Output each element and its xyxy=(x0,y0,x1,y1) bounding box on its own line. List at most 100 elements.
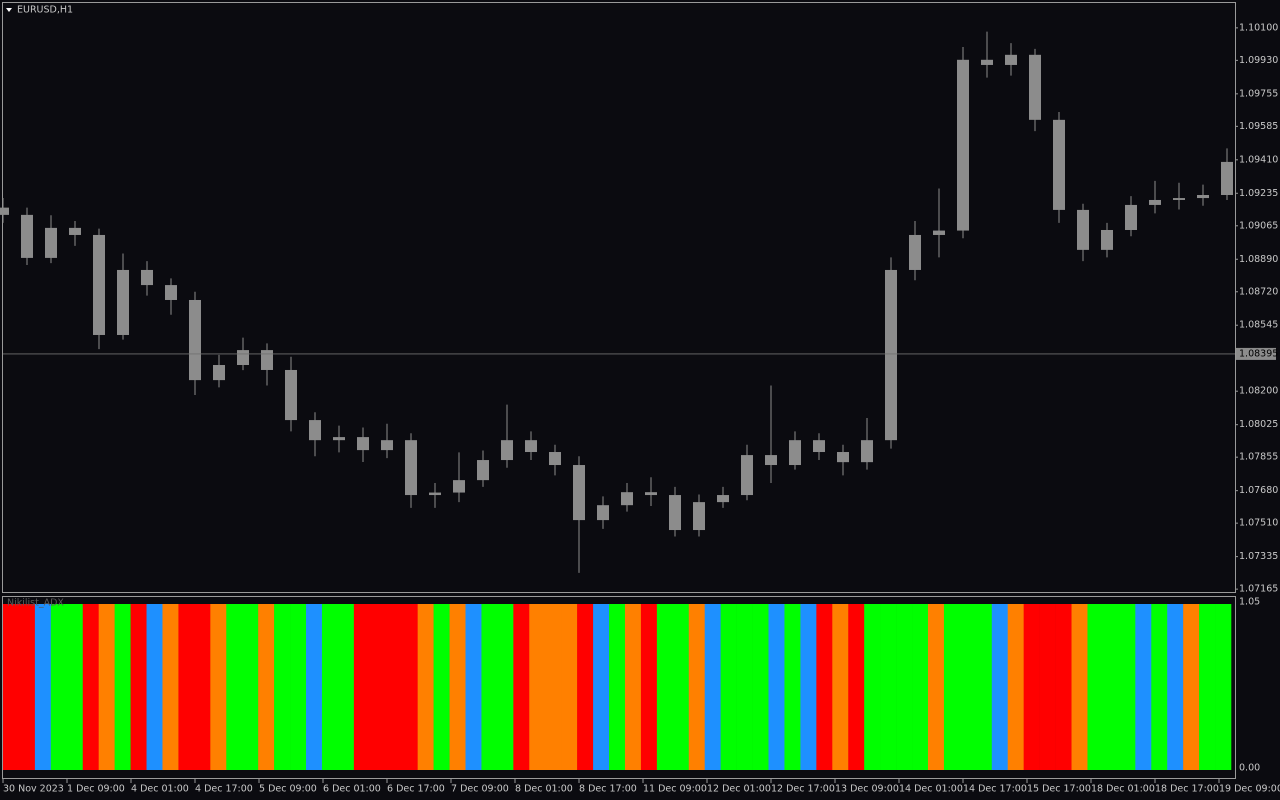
indicator-bar xyxy=(321,604,339,770)
indicator-bar xyxy=(816,604,833,770)
candle-body xyxy=(741,455,753,496)
indicator-bar xyxy=(401,604,418,770)
indicator-bar xyxy=(18,604,36,770)
indicator-bar xyxy=(417,604,434,770)
indicator-bar xyxy=(497,604,514,770)
indicator-bar xyxy=(800,604,817,770)
indicator-bar xyxy=(130,604,147,770)
candle-body xyxy=(141,269,153,286)
indicator-y-tick-label: 0.00 xyxy=(1239,763,1260,774)
candle-body xyxy=(21,214,33,258)
candle-body xyxy=(1221,161,1233,195)
indicator-bar xyxy=(449,604,466,770)
indicator-bar xyxy=(34,604,52,770)
indicator-bar xyxy=(1055,604,1072,770)
current-price-box xyxy=(1236,347,1276,360)
indicator-bar xyxy=(688,604,706,770)
indicator-bar xyxy=(1119,604,1136,770)
candle-body xyxy=(45,227,57,258)
y-tick-label: 1.07510 xyxy=(1239,518,1278,529)
candle-body xyxy=(909,234,921,270)
indicator-bar xyxy=(624,604,642,770)
indicator-bar xyxy=(226,604,243,770)
y-tick-label: 1.10100 xyxy=(1239,22,1278,33)
candle-body xyxy=(1029,54,1041,120)
candle-body xyxy=(645,492,657,496)
x-tick-label: 4 Dec 01:00 xyxy=(131,784,189,795)
candle-body xyxy=(597,505,609,521)
indicator-bar xyxy=(1039,604,1056,770)
indicator-bar xyxy=(465,604,482,770)
indicator-bar xyxy=(1215,604,1232,770)
y-tick-label: 1.08545 xyxy=(1239,320,1278,331)
indicator-bar xyxy=(975,604,993,770)
x-tick-label: 18 Dec 17:00 xyxy=(1155,784,1219,795)
candle-body xyxy=(453,480,465,493)
symbol-menu-arrow[interactable] xyxy=(6,8,12,12)
indicator-bar xyxy=(1087,604,1104,770)
indicator-bar xyxy=(832,604,849,770)
indicator-bar xyxy=(768,604,785,770)
indicator-bar xyxy=(162,604,179,770)
candle-body xyxy=(693,502,705,531)
candle-body xyxy=(1197,194,1209,199)
x-tick-label: 14 Dec 17:00 xyxy=(963,784,1027,795)
indicator-bar xyxy=(385,604,403,770)
candle-body xyxy=(981,59,993,65)
indicator-bar xyxy=(1103,604,1120,770)
candle-body xyxy=(669,495,681,531)
candle-body xyxy=(93,234,105,335)
current-price-label: 1.08395 xyxy=(1239,348,1278,359)
x-tick-label: 19 Dec 09:00 xyxy=(1219,784,1280,795)
indicator-bar xyxy=(306,604,323,770)
indicator-bar xyxy=(784,604,801,770)
indicator-bar xyxy=(353,604,371,770)
indicator-bar xyxy=(1167,604,1184,770)
y-tick-label: 1.09585 xyxy=(1239,121,1278,132)
indicator-bar xyxy=(258,604,275,770)
indicator-bar xyxy=(178,604,195,770)
y-tick-label: 1.09930 xyxy=(1239,55,1278,66)
indicator-bar xyxy=(577,604,594,770)
y-tick-label: 1.07855 xyxy=(1239,452,1278,463)
candle-body xyxy=(501,440,513,461)
candle-body xyxy=(285,369,297,421)
main-pane-frame xyxy=(2,2,1236,593)
candle-body xyxy=(1101,229,1113,250)
y-tick-label: 1.07680 xyxy=(1239,485,1278,496)
indicator-bar xyxy=(991,604,1009,770)
candle-body xyxy=(573,465,585,521)
candle-body xyxy=(1005,54,1017,65)
x-tick-label: 12 Dec 01:00 xyxy=(707,784,771,795)
x-tick-label: 18 Dec 01:00 xyxy=(1091,784,1155,795)
indicator-bar xyxy=(704,604,721,770)
indicator-bar xyxy=(82,604,99,770)
x-tick-label: 14 Dec 01:00 xyxy=(899,784,963,795)
indicator-bar xyxy=(114,604,131,770)
y-tick-label: 1.08025 xyxy=(1239,419,1278,430)
indicator-bar xyxy=(433,604,450,770)
candle-body xyxy=(117,269,129,335)
indicator-bar xyxy=(561,604,578,770)
indicator-bar xyxy=(1023,604,1040,770)
candle-body xyxy=(333,437,345,441)
candle-body xyxy=(357,437,369,451)
indicator-bar xyxy=(880,604,897,770)
y-tick-label: 1.08200 xyxy=(1239,386,1278,397)
indicator-bar xyxy=(656,604,674,770)
x-tick-label: 12 Dec 17:00 xyxy=(771,784,835,795)
y-tick-label: 1.08720 xyxy=(1239,286,1278,297)
y-tick-label: 1.09410 xyxy=(1239,154,1278,165)
indicator-bar xyxy=(210,604,227,770)
candle-body xyxy=(237,350,249,366)
x-tick-label: 6 Dec 01:00 xyxy=(323,784,381,795)
x-tick-label: 11 Dec 09:00 xyxy=(643,784,707,795)
candle-body xyxy=(621,492,633,506)
indicator-bar xyxy=(50,604,68,770)
indicator-bar xyxy=(1199,604,1216,770)
indicator-bar xyxy=(959,604,977,770)
x-tick-label: 4 Dec 17:00 xyxy=(195,784,253,795)
indicator-bar xyxy=(927,604,945,770)
candle-body xyxy=(765,455,777,466)
